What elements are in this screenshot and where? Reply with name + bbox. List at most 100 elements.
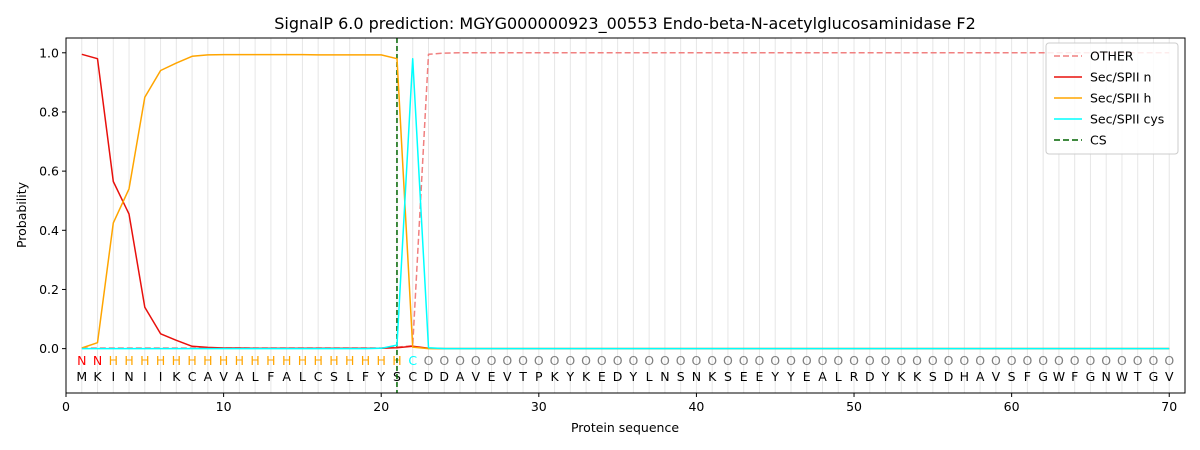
annotation-letter: H <box>361 353 370 368</box>
sequence-letter: I <box>111 369 115 384</box>
sequence-letter: A <box>456 369 465 384</box>
sequence-letter: D <box>439 369 449 384</box>
annotation-letter: O <box>613 353 623 368</box>
annotation-letter: H <box>250 353 259 368</box>
sequence-letter: V <box>503 369 512 384</box>
annotation-letter: O <box>660 353 670 368</box>
annotation-letter: H <box>313 353 322 368</box>
sequence-letter: M <box>76 369 87 384</box>
x-tick-label: 30 <box>531 399 547 414</box>
sequence-letter: S <box>724 369 732 384</box>
sequence-letter: G <box>1038 369 1048 384</box>
legend-label: CS <box>1090 133 1107 148</box>
annotation-letter: H <box>124 353 133 368</box>
annotation-letter: O <box>644 353 654 368</box>
sequence-letter: N <box>692 369 701 384</box>
annotation-letter: H <box>156 353 165 368</box>
annotation-letter: O <box>739 353 749 368</box>
sequence-letter: C <box>314 369 323 384</box>
sequence-letter: N <box>1102 369 1111 384</box>
sequence-letter: G <box>1086 369 1096 384</box>
sequence-letter: F <box>1071 369 1078 384</box>
sequence-letter: I <box>143 369 147 384</box>
annotation-letter: O <box>1101 353 1111 368</box>
sequence-letter: A <box>282 369 291 384</box>
sequence-letter: E <box>756 369 764 384</box>
x-tick-label: 20 <box>373 399 389 414</box>
sequence-letter: W <box>1116 369 1128 384</box>
sequence-letter: K <box>913 369 922 384</box>
legend-box <box>1045 42 1179 155</box>
sequence-letter: A <box>204 369 213 384</box>
sequence-letter: K <box>897 369 906 384</box>
y-tick-label: 0.8 <box>39 104 59 119</box>
annotation-letter: H <box>219 353 228 368</box>
axes-frame <box>65 37 1186 394</box>
sequence-letter: S <box>929 369 937 384</box>
sequence-letter: N <box>124 369 133 384</box>
annotation-letter: O <box>770 353 780 368</box>
annotation-letter: O <box>707 353 717 368</box>
annotation-letter: O <box>802 353 812 368</box>
annotation-letter: O <box>518 353 528 368</box>
x-tick-label: 40 <box>688 399 704 414</box>
annotation-letter: O <box>581 353 591 368</box>
x-axis-label: Protein sequence <box>571 420 679 435</box>
annotation-letter: O <box>692 353 702 368</box>
annotation-letter: H <box>377 353 386 368</box>
sequence-letter: D <box>865 369 875 384</box>
annotation-letter: O <box>439 353 449 368</box>
x-tick-label: 0 <box>62 399 70 414</box>
sequence-letter: C <box>408 369 417 384</box>
annotation-letter: O <box>1007 353 1017 368</box>
annotation-letter: O <box>502 353 512 368</box>
sequence-letter: G <box>1149 369 1159 384</box>
y-tick-label: 1.0 <box>39 45 59 60</box>
annotation-letter: O <box>1086 353 1096 368</box>
annotation-letter: O <box>786 353 796 368</box>
sequence-letter: V <box>471 369 480 384</box>
legend-label: Sec/SPII h <box>1090 91 1151 106</box>
sequence-letter: Y <box>770 369 779 384</box>
annotation-letter: O <box>597 353 607 368</box>
annotation-letter: O <box>1022 353 1032 368</box>
annotation-letter: O <box>1149 353 1159 368</box>
annotation-letter: O <box>959 353 969 368</box>
sequence-letter: L <box>646 369 653 384</box>
annotation-letter: O <box>991 353 1001 368</box>
annotation-letter: O <box>975 353 985 368</box>
sequence-letter: H <box>960 369 969 384</box>
series-line-sec-spii-n <box>81 53 1170 350</box>
annotation-letter: O <box>1038 353 1048 368</box>
y-tick-label: 0.2 <box>39 282 59 297</box>
sequence-letter: P <box>535 369 543 384</box>
annotation-letter: H <box>266 353 275 368</box>
annotation-letter: O <box>1164 353 1174 368</box>
y-axis-label: Probability <box>14 181 29 248</box>
legend-label: OTHER <box>1090 49 1134 64</box>
sequence-letter: K <box>582 369 591 384</box>
annotation-letter: H <box>345 353 354 368</box>
annotation-letter: H <box>235 353 244 368</box>
annotation-letter: O <box>455 353 465 368</box>
sequence-letter: K <box>172 369 181 384</box>
sequence-letter: F <box>267 369 274 384</box>
sequence-letter: T <box>518 369 527 384</box>
sequence-letter: D <box>613 369 623 384</box>
annotation-letter: O <box>424 353 434 368</box>
annotation-letter: O <box>471 353 481 368</box>
sequence-letter: I <box>159 369 163 384</box>
annotation-letter: O <box>1117 353 1127 368</box>
annotation-letter: H <box>109 353 118 368</box>
annotation-letter: N <box>77 353 86 368</box>
sequence-letter: K <box>93 369 102 384</box>
sequence-letter: L <box>252 369 259 384</box>
sequence-letter: S <box>677 369 685 384</box>
annotation-letter: O <box>534 353 544 368</box>
sequence-letter: N <box>660 369 669 384</box>
annotation-letter: H <box>172 353 181 368</box>
x-tick-label: 10 <box>216 399 232 414</box>
legend-label: Sec/SPII cys <box>1090 112 1164 127</box>
sequence-letter: A <box>818 369 827 384</box>
